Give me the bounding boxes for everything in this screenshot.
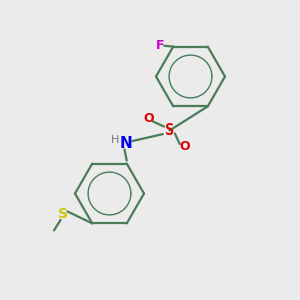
Text: H: H <box>110 135 119 146</box>
Text: N: N <box>120 136 132 152</box>
Text: O: O <box>179 140 190 154</box>
Text: F: F <box>155 39 164 52</box>
Text: S: S <box>58 208 68 221</box>
Text: O: O <box>143 112 154 125</box>
Text: S: S <box>165 123 174 138</box>
